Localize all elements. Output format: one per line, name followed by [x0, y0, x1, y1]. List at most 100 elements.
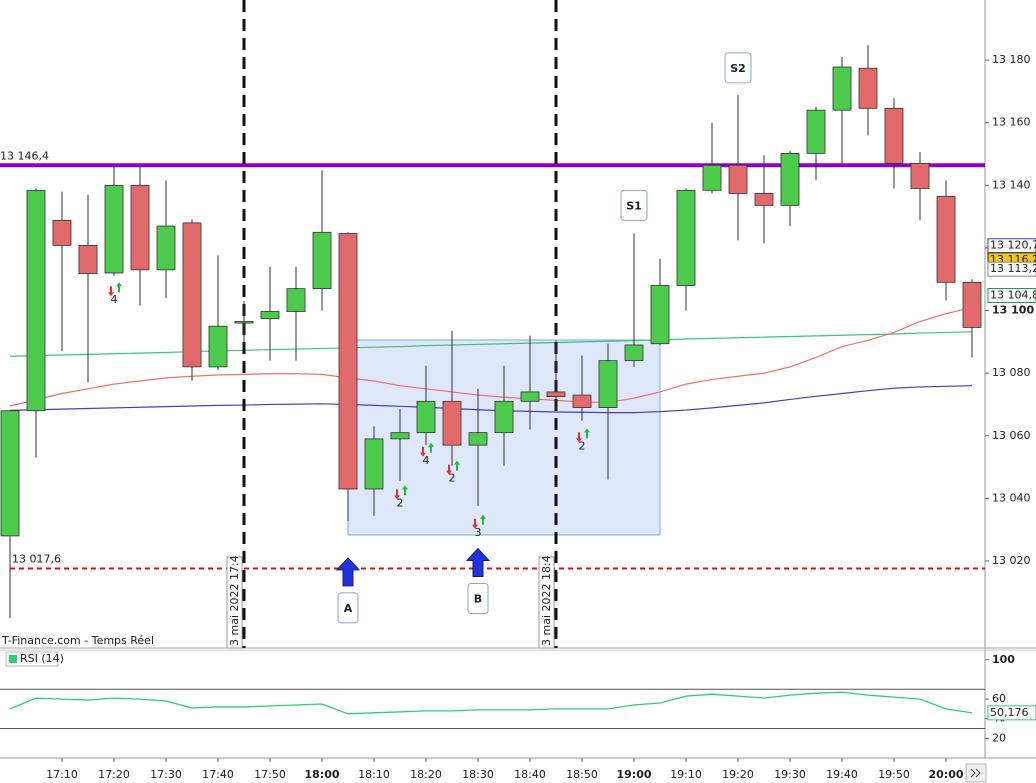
- x-tick-label: 18:10: [358, 768, 390, 781]
- rsi-tick-label: 100: [992, 653, 1015, 666]
- price-label: 13 113,2: [990, 262, 1036, 275]
- annotation-label: S1: [626, 199, 642, 212]
- x-tick-label: 19:40: [826, 768, 858, 781]
- x-tick-label: 19:00: [616, 768, 651, 781]
- x-tick-label: 18:20: [410, 768, 442, 781]
- session-label: 3 mai 2022 17:4: [228, 555, 241, 646]
- candle-body: [130, 184, 150, 271]
- price-label-box: [987, 288, 1036, 304]
- candle-body: [676, 189, 696, 286]
- x-tick-label: 19:10: [670, 768, 702, 781]
- x-tick-label: 17:10: [46, 768, 78, 781]
- candle-body: [52, 219, 72, 246]
- scroll-button[interactable]: [965, 763, 987, 783]
- rsi-value-box: [987, 705, 1036, 721]
- scroll-icon[interactable]: [970, 768, 981, 778]
- annotation-label: A: [344, 602, 353, 615]
- candle-body: [390, 432, 410, 440]
- candle-body: [104, 184, 124, 274]
- candle-body: [936, 195, 956, 283]
- annotation-arrow: [335, 557, 361, 587]
- annotation-box: [724, 52, 752, 84]
- x-tick-label: 19:30: [774, 768, 806, 781]
- price-label: 13 120,7: [990, 239, 1036, 252]
- x-tick-label: 18:50: [566, 768, 598, 781]
- candle-body: [338, 233, 358, 490]
- candle-body: [182, 222, 202, 368]
- candle-body: [728, 164, 748, 194]
- annotation-arrow: [465, 547, 491, 578]
- ma-layer: [9, 306, 973, 414]
- candle-body: [546, 391, 566, 398]
- candle-body: [260, 311, 280, 320]
- session-label: 3 mai 2022 18:4: [540, 555, 553, 646]
- source: T-Finance.com - Temps Réel: [1, 634, 154, 647]
- candle-body: [78, 245, 98, 274]
- candle-body: [156, 225, 176, 271]
- candle-body: [754, 193, 774, 206]
- annotation-label: S2: [730, 62, 746, 75]
- candle-body: [624, 344, 644, 362]
- candle-body: [364, 438, 384, 490]
- rsi-value-label: 50,176: [990, 706, 1029, 719]
- candle-body: [598, 360, 618, 408]
- signal-count: 2: [397, 496, 404, 509]
- candle-body: [468, 432, 488, 446]
- y-tick-label: 13 100: [992, 304, 1034, 317]
- y-tick-label: 13 180: [992, 53, 1031, 66]
- candle-body: [442, 400, 462, 446]
- candle-body: [780, 152, 800, 206]
- candle-body: [312, 231, 332, 290]
- x-tick-label: 20:00: [928, 768, 963, 781]
- signal-arrow: [480, 514, 486, 525]
- signal-arrow: [454, 460, 460, 471]
- price-label: 13 104,8: [990, 289, 1036, 302]
- moving-average: [9, 385, 973, 414]
- rsi-layer: [0, 688, 985, 730]
- rsi-tick-label: 20: [992, 731, 1006, 744]
- candle-body: [520, 391, 540, 402]
- signal-count: 2: [579, 439, 586, 452]
- y-tick-label: 13 060: [992, 429, 1031, 442]
- level-label: 13 146,4: [0, 149, 49, 162]
- candle-body: [858, 67, 878, 109]
- x-tick-label: 19:50: [878, 768, 910, 781]
- signal-arrow: [394, 489, 400, 500]
- rsi-line: [9, 691, 973, 715]
- rsi-legend-box: [5, 651, 59, 667]
- x-tick-label: 17:20: [98, 768, 130, 781]
- x-tick-label: 17:50: [254, 768, 286, 781]
- candle-body: [962, 281, 982, 328]
- candle-body: [208, 325, 228, 368]
- signal-arrow: [420, 446, 426, 457]
- signal-arrow: [108, 286, 114, 297]
- annotation-label: B: [474, 593, 482, 606]
- signal-arrow: [576, 432, 582, 443]
- session-label-box: [226, 556, 243, 649]
- candle-body: [286, 288, 306, 312]
- candle-body: [702, 164, 722, 191]
- annotation-layer: A B S1 S2 4 2 4 2 3 2: [108, 52, 752, 624]
- y-tick-label: 13 140: [992, 178, 1031, 191]
- signal-arrow: [472, 518, 478, 529]
- rsi-tick-label: 60: [992, 692, 1006, 705]
- candle-layer: [0, 45, 982, 618]
- signal-arrow: [428, 442, 434, 453]
- signal-arrow: [584, 428, 590, 439]
- signal-count: 2: [449, 472, 456, 485]
- candle-body: [0, 410, 20, 537]
- moving-average: [9, 331, 973, 357]
- candle-body: [416, 400, 436, 434]
- candle-body: [910, 163, 930, 189]
- candle-body: [806, 109, 826, 154]
- rsi-legend: RSI (14): [20, 652, 64, 665]
- price-label-box: [987, 261, 1036, 277]
- annotation-box: [467, 583, 489, 615]
- signal-arrow: [402, 485, 408, 496]
- signal-count: 4: [423, 454, 430, 467]
- y-tick-label: 13 160: [992, 116, 1031, 129]
- candle-body: [884, 107, 904, 164]
- signal-arrow: [446, 464, 452, 475]
